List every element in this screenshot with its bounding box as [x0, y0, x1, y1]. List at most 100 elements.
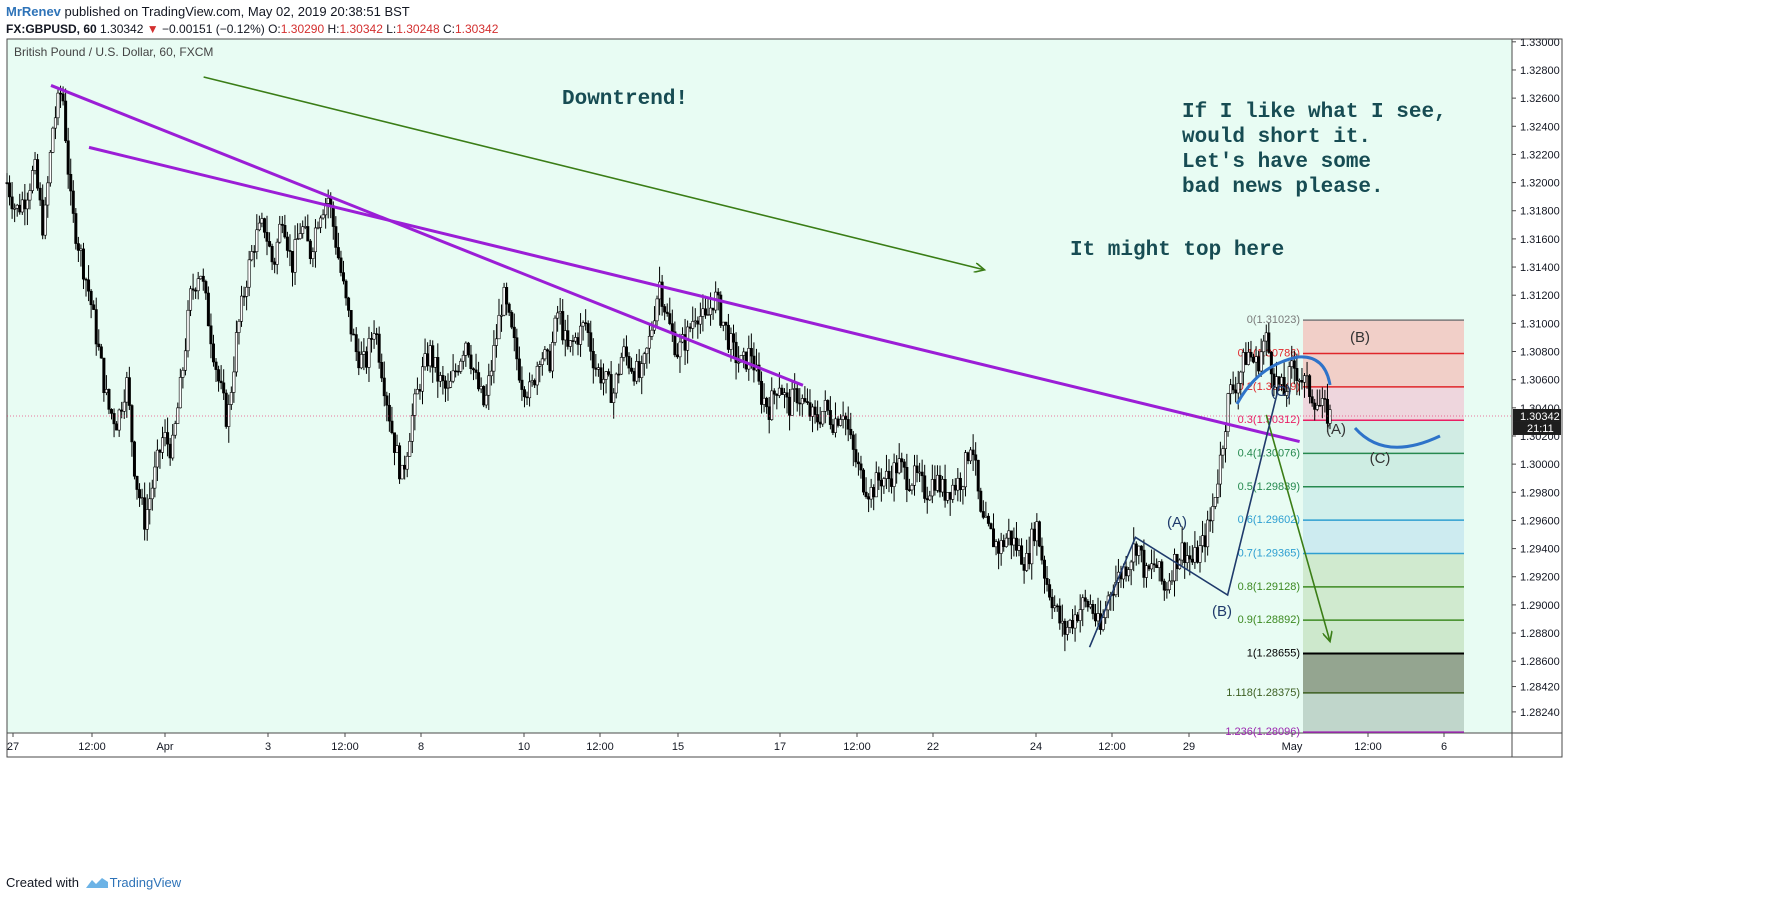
candle-body [217, 369, 221, 382]
candle [584, 309, 588, 331]
note-line-4: bad news please. [1182, 176, 1384, 199]
candle-body [1269, 351, 1273, 375]
candle [844, 412, 848, 436]
candle-body [20, 199, 24, 213]
candle [30, 165, 34, 194]
candle-body [749, 348, 753, 357]
candle [234, 320, 238, 377]
candle [311, 247, 315, 268]
candle [252, 245, 256, 268]
candle [507, 302, 511, 317]
candle-body [884, 470, 888, 479]
candle [1259, 338, 1263, 377]
candle [25, 192, 29, 226]
candle [301, 220, 305, 239]
candle-body [887, 470, 891, 480]
candle [604, 371, 608, 394]
candle [178, 368, 182, 409]
candle-body [191, 288, 195, 291]
candle-body [729, 333, 733, 350]
fib-zone-0.7 [1303, 553, 1464, 587]
trendline-2[interactable] [88, 145, 1300, 444]
bottom-arc[interactable] [1353, 427, 1441, 449]
candle-body [477, 372, 481, 390]
candle-body [724, 321, 728, 326]
fibonacci-retracement[interactable]: 0(1.31023)0.1(1.30786)0.2(1.30549)0.3(1.… [1225, 314, 1464, 738]
candle-body [981, 511, 985, 518]
trendline-1[interactable] [50, 84, 804, 387]
candle-body [408, 441, 412, 457]
candle-body [291, 251, 295, 273]
downtrend-arrow[interactable] [203, 76, 985, 270]
candle-body [798, 402, 802, 405]
candle-body [403, 464, 407, 470]
price-axis[interactable]: 1.33000 1.32800 1.32600 1.32400 1.32200 1.320… [1512, 37, 1560, 719]
candle [224, 389, 228, 429]
candle [905, 453, 909, 503]
candle-body [594, 367, 598, 370]
candle [892, 453, 896, 502]
candle-body [1050, 596, 1054, 609]
candle-body [522, 389, 526, 398]
candle [522, 386, 526, 408]
tradingview-brand[interactable]: TradingView [109, 875, 182, 890]
candle-body [431, 345, 435, 368]
candle-body [691, 321, 695, 329]
author-name[interactable]: MrRenev [6, 4, 61, 19]
candle [958, 472, 962, 502]
fib-label-0.8: 0.8(1.29128) [1238, 581, 1300, 593]
candle-body [313, 227, 317, 253]
candle-body [1295, 368, 1299, 381]
candle-body [30, 170, 34, 191]
top-arc[interactable] [1235, 355, 1332, 405]
candle [1213, 497, 1217, 510]
wave-label-c-2: (C) [1370, 450, 1391, 467]
price-tick-label: 1.28240 [1520, 707, 1560, 719]
time-axis[interactable]: 27 12:00 Apr 3 12:00 8 10 12:00 15 17 12:00 22 24 12:… [7, 733, 1447, 753]
candle-body [961, 486, 965, 490]
candle [706, 297, 710, 316]
candle [217, 365, 221, 392]
candle [64, 88, 68, 144]
time-tick-label: 15 [672, 741, 684, 753]
candle-body [928, 495, 932, 501]
fib-zone-0 [1303, 320, 1464, 354]
candle [380, 353, 384, 383]
time-tick-label: 12:00 [843, 741, 871, 753]
candle [581, 320, 585, 341]
candle [431, 340, 435, 383]
candle [334, 216, 338, 255]
candle-body [933, 479, 937, 491]
candle-body [71, 190, 75, 214]
candle-body [767, 406, 771, 420]
candle [390, 406, 394, 435]
candle [1150, 549, 1154, 579]
candle [1198, 535, 1202, 573]
candle-body [370, 338, 374, 340]
candle-body [1252, 356, 1256, 363]
projection-arrow[interactable] [1265, 414, 1330, 642]
candle-body [41, 199, 45, 236]
candle-body [568, 340, 572, 347]
candle-body [1221, 448, 1225, 456]
candle [316, 221, 320, 230]
candle-body [709, 307, 713, 315]
candle-body [553, 317, 557, 343]
candle-body [61, 93, 65, 102]
abc-wave-path[interactable] [1088, 385, 1280, 648]
time-tick-label: 12:00 [331, 741, 359, 753]
candle-body [410, 415, 414, 442]
candle [981, 500, 985, 520]
candle-body [28, 190, 32, 201]
candle [566, 314, 570, 350]
candle [28, 183, 32, 210]
candle [138, 483, 142, 507]
candle [902, 458, 906, 480]
candle-body [734, 341, 738, 364]
candle-body [1203, 535, 1207, 548]
candle-body [426, 353, 430, 367]
candle-body [1249, 351, 1253, 358]
time-tick-label: 12:00 [586, 741, 614, 753]
candle [915, 454, 919, 483]
